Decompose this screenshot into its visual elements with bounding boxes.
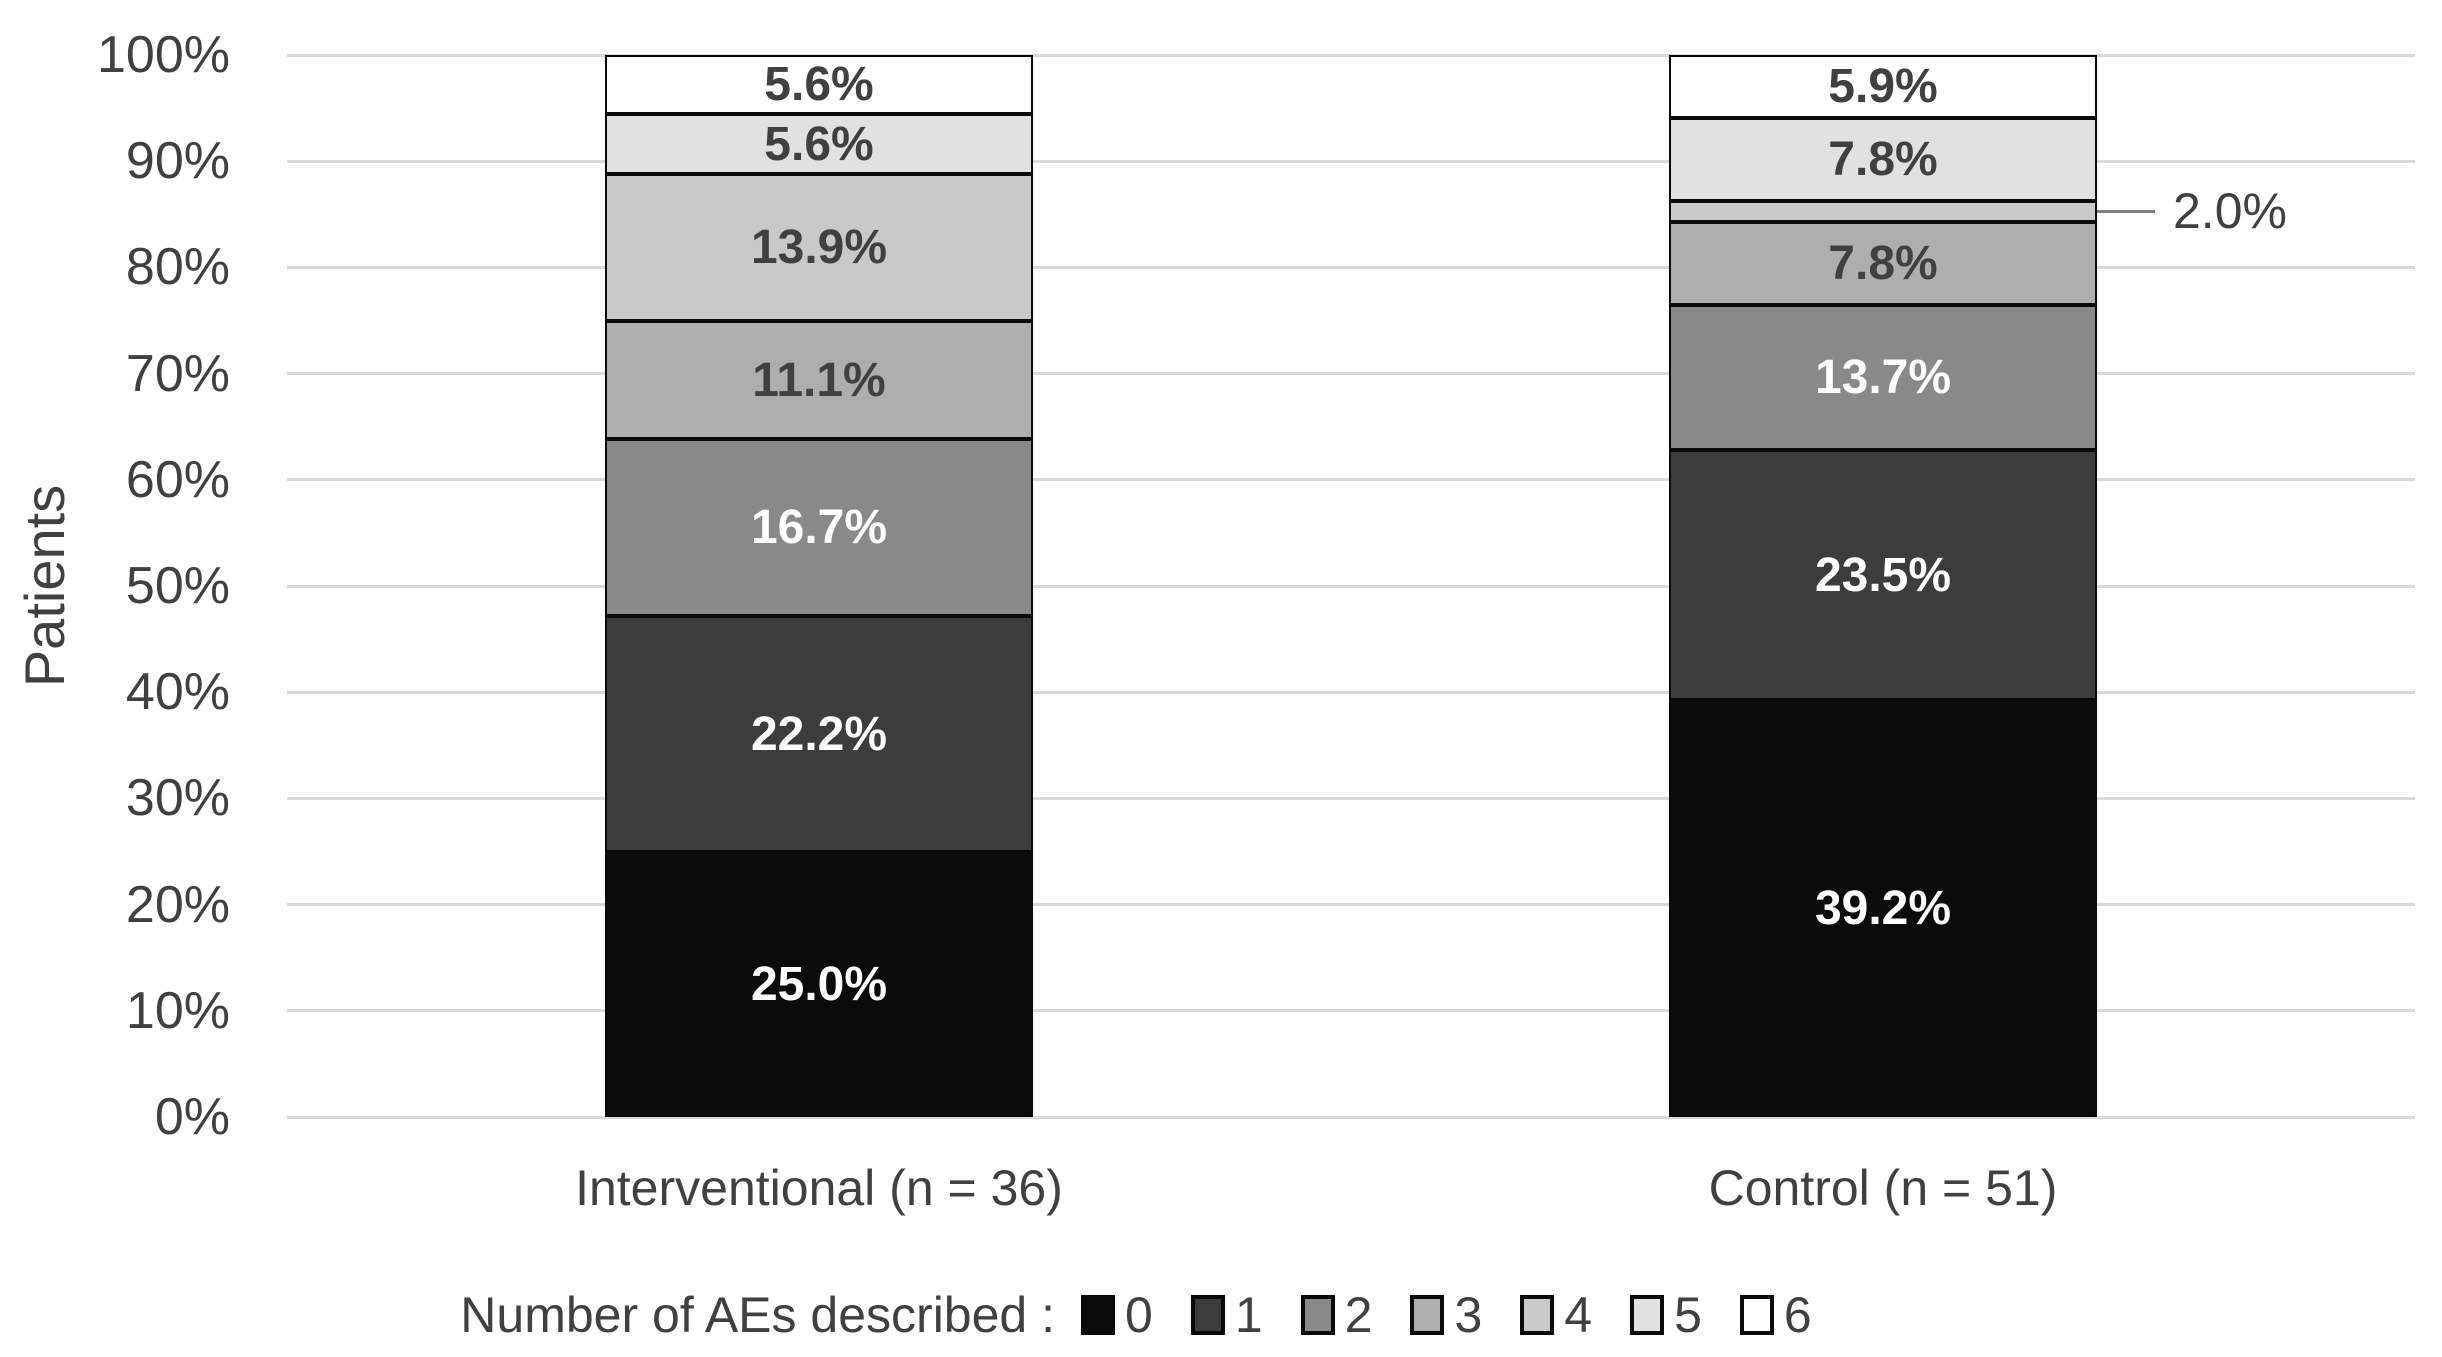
bar-segment: 39.2% <box>1669 700 2097 1117</box>
gridline <box>287 265 2415 269</box>
y-tick-label: 20% <box>125 875 230 934</box>
callout-leader-line <box>2097 209 2155 213</box>
segment-data-label: 5.6% <box>764 58 874 112</box>
y-tick-label: 30% <box>125 769 230 828</box>
segment-data-label: 13.9% <box>750 221 888 275</box>
gridline <box>287 1115 2415 1119</box>
bar-segment: 13.9% <box>605 173 1033 322</box>
legend-label: 5 <box>1674 1287 1702 1343</box>
y-tick-label: 90% <box>125 132 230 191</box>
legend: Number of AEs described : 0 1 2 3 4 5 6 <box>0 1283 2442 1347</box>
legend-swatch <box>1520 1295 1555 1335</box>
bar: 25.0% 22.2% 16.7% 11.1% 13.9% 5.6% 5.6% <box>605 55 1033 1117</box>
x-axis-category-labels: Interventional (n = 36) Control (n = 51) <box>287 1160 2415 1220</box>
legend-swatch <box>1081 1295 1116 1335</box>
gridline <box>287 53 2415 57</box>
gridline <box>287 796 2415 800</box>
y-tick-label: 70% <box>125 344 230 403</box>
gridline <box>287 1009 2415 1013</box>
bar-segment: 5.6% <box>605 55 1033 115</box>
bar: 39.2% 23.5% 13.7% 7.8% 7.8% 5.9% <box>1669 55 2097 1117</box>
bar-segment: 7.8% <box>1669 117 2097 201</box>
segment-data-label: 11.1% <box>752 353 886 407</box>
segment-data-label: 22.2% <box>750 707 888 761</box>
legend-item: 3 <box>1410 1286 1482 1344</box>
gridline <box>287 478 2415 482</box>
y-tick-label: 80% <box>125 238 230 297</box>
y-tick-label: 50% <box>125 557 230 615</box>
bar-segment: 11.1% <box>605 321 1033 440</box>
bar-segment: 5.6% <box>605 114 1033 174</box>
bar-segment: 5.9% <box>1669 55 2097 118</box>
bar-segment: 7.8% <box>1669 221 2097 305</box>
segment-data-label: 16.7% <box>750 501 888 555</box>
legend-title: Number of AEs described : <box>460 1287 1056 1343</box>
category-label: Interventional (n = 36) <box>575 1160 1063 1216</box>
bar-segment: 13.7% <box>1669 304 2097 451</box>
y-tick-label: 10% <box>125 981 230 1040</box>
legend-item: 6 <box>1739 1286 1812 1344</box>
y-axis-tick-labels: 0% 10% 20% 30% 40% 50% 60% 70% 80% 90% 100% <box>0 29 230 1143</box>
legend-label: 1 <box>1234 1287 1263 1343</box>
legend-label: 6 <box>1783 1287 1812 1343</box>
segment-data-label: 7.8% <box>1828 236 1938 290</box>
y-tick-label: 40% <box>125 663 230 722</box>
gridline <box>287 584 2415 588</box>
bar-segment: 23.5% <box>1669 450 2097 701</box>
segment-data-label: 5.6% <box>764 117 874 171</box>
legend-swatch <box>1300 1295 1335 1335</box>
bar-segment: 22.2% <box>605 616 1033 852</box>
legend-label: 0 <box>1125 1287 1153 1343</box>
legend-swatch <box>1410 1295 1445 1335</box>
legend-item: 4 <box>1520 1286 1592 1344</box>
callout-data-label: 2.0% <box>2173 183 2287 240</box>
legend-item: 5 <box>1630 1286 1702 1344</box>
y-tick-label: 60% <box>125 450 230 509</box>
category-label: Control (n = 51) <box>1708 1160 2058 1216</box>
legend-label: 2 <box>1344 1287 1373 1343</box>
plot-area: 25.0% 22.2% 16.7% 11.1% 13.9% 5.6% 5.6% 39.2% 23… <box>287 53 2415 1119</box>
gridline <box>287 159 2415 163</box>
segment-data-label: 39.2% <box>1814 882 1952 936</box>
segment-data-label: 5.9% <box>1828 59 1938 113</box>
legend-label: 4 <box>1564 1287 1593 1343</box>
bar-segment: 25.0% <box>605 851 1033 1117</box>
gridline <box>287 903 2415 907</box>
segment-data-label: 25.0% <box>750 957 888 1011</box>
legend-swatch <box>1630 1295 1665 1335</box>
bar-segment <box>1669 200 2097 222</box>
segment-data-label: 23.5% <box>1814 548 1952 602</box>
y-tick-label: 0% <box>154 1088 230 1146</box>
gridline <box>287 372 2415 376</box>
legend-swatch <box>1190 1295 1225 1335</box>
legend-item: 0 <box>1081 1286 1153 1344</box>
bar-segment: 16.7% <box>605 439 1033 617</box>
y-tick-label: 100% <box>97 26 230 84</box>
legend-item: 1 <box>1190 1286 1263 1344</box>
legend-swatch <box>1739 1295 1774 1335</box>
segment-data-label: 13.7% <box>1814 351 1952 405</box>
legend-label: 3 <box>1454 1287 1483 1343</box>
legend-item: 2 <box>1300 1286 1373 1344</box>
segment-data-label: 7.8% <box>1828 132 1938 186</box>
gridline <box>287 690 2415 694</box>
